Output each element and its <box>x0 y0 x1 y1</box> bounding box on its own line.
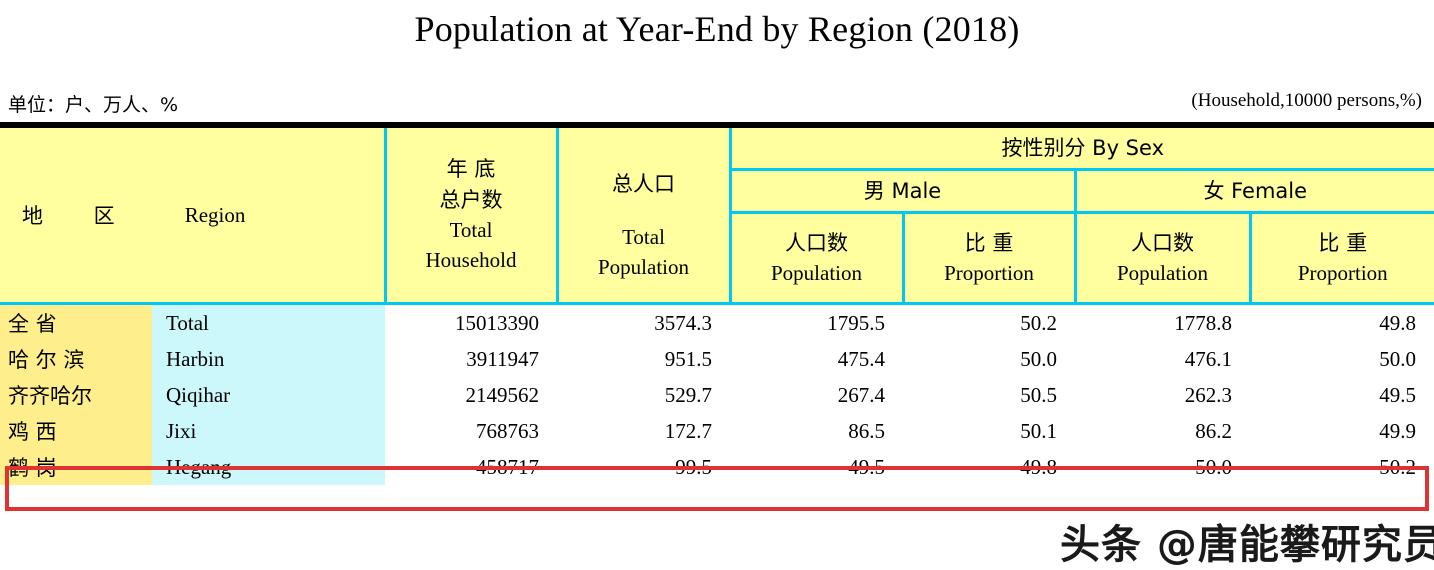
cell-female-population: 50.0 <box>1075 449 1250 485</box>
header-region-label-cn: 地 区 <box>22 200 137 230</box>
cell-male-population: 86.5 <box>730 413 903 449</box>
cell-total-population: 3574.3 <box>557 304 730 342</box>
cell-region-en: Jixi <box>152 413 385 449</box>
header-household-en-1: Total <box>387 215 556 245</box>
cell-male-proportion: 50.2 <box>903 304 1075 342</box>
header-male-population-cell: 人口数 Population <box>730 213 903 304</box>
cell-female-proportion: 49.8 <box>1250 304 1434 342</box>
watermark: 头条 @唐能攀研究员 <box>1060 512 1434 570</box>
header-female-proportion-cn: 比 重 <box>1252 228 1434 258</box>
cell-region-en: Qiqihar <box>152 377 385 413</box>
cell-male-proportion: 50.0 <box>903 341 1075 377</box>
cell-female-population: 86.2 <box>1075 413 1250 449</box>
header-by-sex-label: 按性别分 By Sex <box>1002 136 1165 160</box>
cell-male-population: 267.4 <box>730 377 903 413</box>
cell-total-population: 172.7 <box>557 413 730 449</box>
header-region-cell: 地 区 Region <box>0 128 385 304</box>
header-total-household-cell: 年 底 总户数 Total Household <box>385 128 557 304</box>
cell-female-proportion: 50.2 <box>1250 449 1434 485</box>
header-total-population-cell: 总人口 Total Population <box>557 128 730 304</box>
cell-region-cn: 鸡 西 <box>0 413 152 449</box>
cell-total-household: 768763 <box>385 413 557 449</box>
header-female-label: 女 Female <box>1203 179 1307 203</box>
cell-total-household: 458717 <box>385 449 557 485</box>
cell-male-proportion: 50.1 <box>903 413 1075 449</box>
cell-region-cn: 齐齐哈尔 <box>0 377 152 413</box>
header-male-cell: 男 Male <box>730 170 1075 213</box>
cell-male-population: 1795.5 <box>730 304 903 342</box>
unit-note-row: 单位：户、万人、% (Household,10000 persons,%) <box>0 90 1434 118</box>
cell-total-population: 951.5 <box>557 341 730 377</box>
header-household-cn-1: 年 底 <box>387 154 556 184</box>
header-male-population-en: Population <box>732 258 902 288</box>
header-region-label-en: Region <box>185 203 246 228</box>
header-female-population-cn: 人口数 <box>1077 228 1249 258</box>
cell-male-population: 475.4 <box>730 341 903 377</box>
cell-female-proportion: 49.5 <box>1250 377 1434 413</box>
header-male-proportion-en: Proportion <box>905 258 1074 288</box>
cell-female-proportion: 49.9 <box>1250 413 1434 449</box>
cell-region-en: Total <box>152 304 385 342</box>
page-title: Population at Year-End by Region (2018) <box>0 8 1434 50</box>
header-row-by-sex: 地 区 Region 年 底 总户数 Total Household 总人口 T… <box>0 128 1434 170</box>
header-totalpop-en-1: Total <box>559 222 729 252</box>
cell-female-population: 1778.8 <box>1075 304 1250 342</box>
header-female-population-en: Population <box>1077 258 1249 288</box>
cell-male-proportion: 49.8 <box>903 449 1075 485</box>
cell-total-household: 15013390 <box>385 304 557 342</box>
header-male-label: 男 Male <box>864 179 941 203</box>
population-table: 地 区 Region 年 底 总户数 Total Household 总人口 T… <box>0 122 1434 485</box>
unit-note-chinese: 单位：户、万人、% <box>8 90 178 117</box>
header-household-cn-2: 总户数 <box>387 185 556 215</box>
header-male-proportion-cell: 比 重 Proportion <box>903 213 1075 304</box>
cell-total-household: 3911947 <box>385 341 557 377</box>
cell-region-en: Harbin <box>152 341 385 377</box>
cell-male-population: 49.5 <box>730 449 903 485</box>
cell-region-en: Hegang <box>152 449 385 485</box>
cell-region-cn: 哈 尔 滨 <box>0 341 152 377</box>
cell-female-population: 476.1 <box>1075 341 1250 377</box>
header-totalpop-cn-1: 总人口 <box>559 169 729 199</box>
header-female-proportion-en: Proportion <box>1252 258 1434 288</box>
header-male-proportion-cn: 比 重 <box>905 228 1074 258</box>
header-female-cell: 女 Female <box>1075 170 1434 213</box>
population-table-container: 地 区 Region 年 底 总户数 Total Household 总人口 T… <box>0 122 1434 485</box>
header-male-population-cn: 人口数 <box>732 228 902 258</box>
header-household-en-2: Household <box>387 245 556 275</box>
header-by-sex-cell: 按性别分 By Sex <box>730 128 1434 170</box>
cell-male-proportion: 50.5 <box>903 377 1075 413</box>
header-female-population-cell: 人口数 Population <box>1075 213 1250 304</box>
header-totalpop-en-2: Population <box>559 252 729 282</box>
cell-total-household: 2149562 <box>385 377 557 413</box>
cell-region-cn: 鹤 岗 <box>0 449 152 485</box>
header-female-proportion-cell: 比 重 Proportion <box>1250 213 1434 304</box>
cell-total-population: 529.7 <box>557 377 730 413</box>
cell-female-population: 262.3 <box>1075 377 1250 413</box>
cell-total-population: 99.5 <box>557 449 730 485</box>
unit-note-english: (Household,10000 persons,%) <box>1191 90 1422 112</box>
cell-region-cn: 全 省 <box>0 304 152 342</box>
cell-female-proportion: 50.0 <box>1250 341 1434 377</box>
